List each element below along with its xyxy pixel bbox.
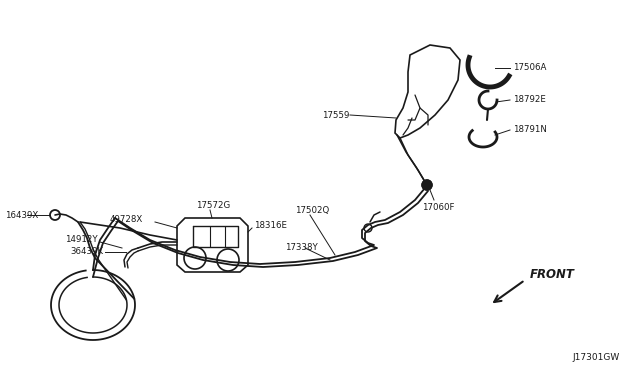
Text: 17060F: 17060F: [422, 202, 454, 212]
Circle shape: [422, 180, 432, 190]
Text: 17502Q: 17502Q: [295, 205, 329, 215]
Text: 17506A: 17506A: [513, 64, 547, 73]
Text: 18792E: 18792E: [513, 96, 546, 105]
Text: 14912Y: 14912Y: [65, 235, 98, 244]
Text: FRONT: FRONT: [530, 269, 575, 282]
Text: 17572G: 17572G: [196, 201, 230, 209]
Text: 17559: 17559: [322, 110, 349, 119]
Text: J17301GW: J17301GW: [573, 353, 620, 362]
Text: 36439K: 36439K: [70, 247, 103, 257]
Text: 18316E: 18316E: [254, 221, 287, 231]
Text: 17338Y: 17338Y: [285, 244, 317, 253]
Text: 16439X: 16439X: [5, 211, 38, 219]
Text: 49728X: 49728X: [110, 215, 143, 224]
Text: 18791N: 18791N: [513, 125, 547, 135]
